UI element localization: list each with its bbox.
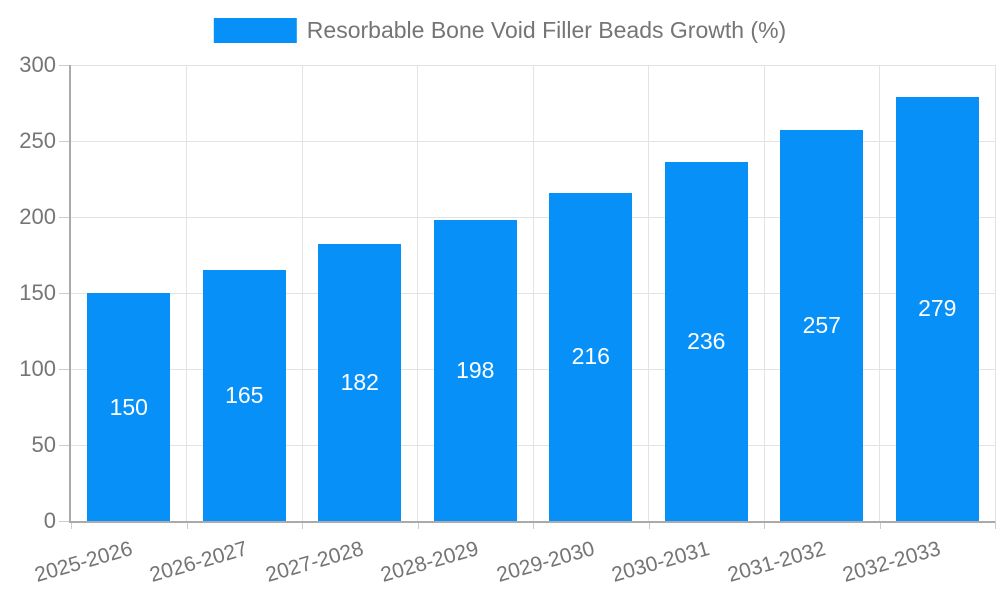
gridline-vertical bbox=[417, 65, 418, 521]
y-axis-line bbox=[69, 65, 71, 523]
x-axis-tick bbox=[879, 521, 881, 529]
bar-value-label: 279 bbox=[918, 295, 957, 322]
x-axis-label: 2028-2029 bbox=[378, 537, 482, 587]
x-axis-tick bbox=[417, 521, 419, 529]
bar[interactable]: 279 bbox=[895, 96, 979, 521]
x-axis-label: 2030-2031 bbox=[609, 537, 713, 587]
y-axis-tick bbox=[59, 293, 69, 294]
x-axis-label: 2027-2028 bbox=[262, 537, 366, 587]
x-axis-tick bbox=[764, 521, 765, 529]
bar-value-label: 165 bbox=[225, 382, 264, 409]
y-axis-label: 200 bbox=[19, 204, 56, 229]
x-axis-tick bbox=[302, 521, 303, 529]
x-axis-tick bbox=[533, 521, 534, 529]
x-axis-label: 2026-2027 bbox=[147, 537, 251, 587]
bar[interactable]: 198 bbox=[433, 220, 517, 521]
y-axis-label: 50 bbox=[31, 432, 56, 457]
x-axis-tick bbox=[648, 521, 650, 529]
x-axis-line bbox=[69, 521, 995, 523]
bar-value-label: 198 bbox=[456, 357, 495, 383]
legend-item[interactable]: Resorbable Bone Void Filler Beads Growth… bbox=[213, 17, 787, 44]
bar[interactable]: 257 bbox=[780, 130, 864, 521]
bar[interactable]: 182 bbox=[318, 244, 402, 521]
y-axis-label: 0 bbox=[43, 508, 56, 533]
bar-value-label: 257 bbox=[802, 312, 841, 339]
bar[interactable]: 165 bbox=[202, 270, 286, 521]
y-axis-tick bbox=[59, 217, 69, 218]
bar[interactable]: 216 bbox=[549, 192, 633, 521]
bar-value-label: 150 bbox=[109, 393, 148, 420]
gridline-vertical bbox=[879, 65, 880, 521]
bar[interactable]: 236 bbox=[664, 162, 748, 521]
y-axis-tick bbox=[59, 445, 69, 446]
gridline-vertical bbox=[301, 65, 303, 521]
gridline-vertical bbox=[186, 65, 187, 521]
x-axis-tick bbox=[995, 521, 996, 529]
bar-value-label: 236 bbox=[687, 328, 726, 355]
gridline-vertical bbox=[763, 65, 765, 521]
bar[interactable]: 150 bbox=[87, 293, 171, 521]
bar-value-label: 182 bbox=[340, 369, 379, 396]
gridline-vertical bbox=[532, 65, 534, 521]
y-axis-tick bbox=[59, 369, 69, 370]
x-axis-label: 2029-2030 bbox=[493, 537, 597, 587]
legend-swatch bbox=[213, 18, 297, 43]
x-axis-tick bbox=[186, 521, 188, 529]
legend-label: Resorbable Bone Void Filler Beads Growth… bbox=[306, 17, 787, 43]
x-axis-label: 2032-2033 bbox=[840, 537, 944, 587]
x-axis-tick bbox=[71, 521, 72, 529]
y-axis-label: 150 bbox=[19, 280, 56, 305]
y-axis-label: 300 bbox=[19, 52, 56, 77]
y-axis-tick bbox=[59, 65, 69, 66]
x-axis-label: 2025-2026 bbox=[31, 537, 135, 587]
y-axis-label: 100 bbox=[19, 356, 56, 381]
y-axis-label: 250 bbox=[19, 128, 56, 153]
gridline-vertical bbox=[648, 65, 649, 521]
y-axis-tick bbox=[59, 141, 69, 142]
gridline-vertical bbox=[994, 65, 996, 521]
y-axis-tick bbox=[59, 521, 69, 522]
x-axis-label: 2031-2032 bbox=[724, 537, 828, 587]
bar-value-label: 216 bbox=[571, 343, 610, 370]
